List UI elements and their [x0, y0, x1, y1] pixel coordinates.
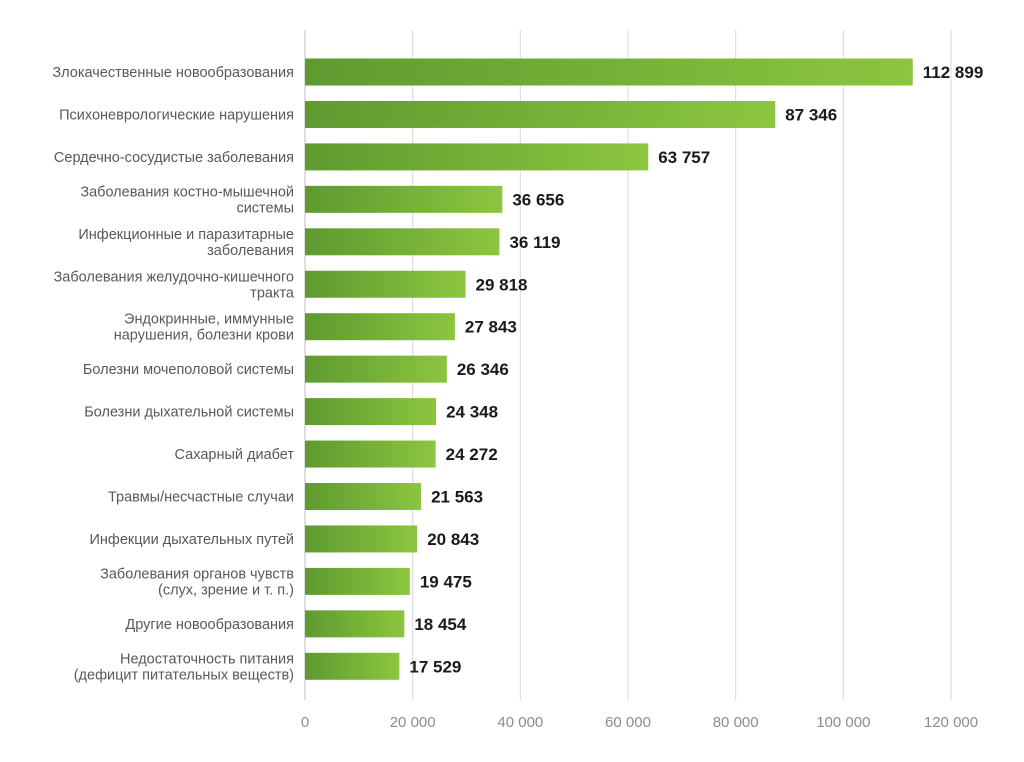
category-label: Сахарный диабет [175, 447, 295, 463]
bar [305, 355, 447, 383]
bar [305, 228, 500, 256]
bar [305, 143, 649, 171]
value-label: 17 529 [409, 657, 461, 676]
category-label: Сердечно-сосудистые заболевания [54, 150, 294, 166]
x-tick-label: 40 000 [497, 714, 543, 731]
x-tick-label: 20 000 [390, 714, 436, 731]
bar [305, 525, 418, 553]
bar [305, 270, 466, 298]
bar [305, 185, 503, 213]
x-tick-label: 80 000 [713, 714, 759, 731]
x-tick-label: 120 000 [924, 714, 978, 731]
category-label: Болезни мочеполовой системы [83, 362, 294, 378]
x-tick-labels: 0 20 000 40 000 60 000 80 000 100 000 120 000 [301, 714, 978, 731]
category-label: Психоневрологические нарушения [59, 107, 294, 123]
value-labels: 112 899 87 346 63 757 36 656 36 119 29 818 27 … [409, 63, 983, 676]
category-label: Инфекции дыхательных путей [89, 532, 294, 548]
value-label: 36 656 [512, 190, 564, 209]
value-label: 112 899 [923, 63, 984, 82]
bar [305, 398, 437, 426]
value-label: 87 346 [785, 105, 837, 124]
value-label: 24 272 [446, 445, 498, 464]
bar [305, 610, 405, 638]
x-tick-label: 0 [301, 714, 309, 731]
category-label: Травмы/несчастные случаи [108, 490, 294, 506]
category-label: Заболевания костно-мышечной системы [80, 184, 294, 216]
bars [305, 58, 913, 680]
value-label: 26 346 [457, 360, 509, 379]
bar [305, 100, 776, 128]
x-tick-label: 100 000 [816, 714, 870, 731]
bar [305, 313, 455, 341]
value-label: 19 475 [420, 572, 472, 591]
category-label: Заболевания органов чувств (слух, зрение … [100, 566, 294, 598]
category-label: Болезни дыхательной системы [84, 405, 294, 421]
value-label: 36 119 [509, 233, 560, 252]
value-label: 27 843 [465, 318, 517, 337]
bar [305, 440, 436, 468]
bar [305, 58, 913, 86]
value-label: 18 454 [414, 615, 467, 634]
value-label: 24 348 [446, 403, 498, 422]
bar [305, 652, 400, 680]
value-label: 21 563 [431, 488, 483, 507]
category-label: Инфекционные и паразитарные заболевания [78, 227, 294, 259]
bar [305, 567, 410, 595]
category-label: Недостаточность питания (дефицит питатель… [74, 651, 294, 683]
category-label: Злокачественные новообразования [52, 65, 294, 81]
category-labels: Злокачественные новообразования Психоневр… [52, 65, 295, 683]
category-label: Заболевания желудочно-кишечного тракта [54, 269, 295, 301]
gridlines [304, 30, 952, 700]
category-label: Эндокринные, иммунные нарушения, болезни … [114, 312, 294, 344]
value-label: 29 818 [476, 275, 528, 294]
x-tick-label: 60 000 [605, 714, 651, 731]
bar [305, 483, 422, 510]
value-label: 20 843 [427, 530, 479, 549]
category-label: Другие новообразования [125, 617, 294, 633]
value-label: 63 757 [658, 148, 710, 167]
